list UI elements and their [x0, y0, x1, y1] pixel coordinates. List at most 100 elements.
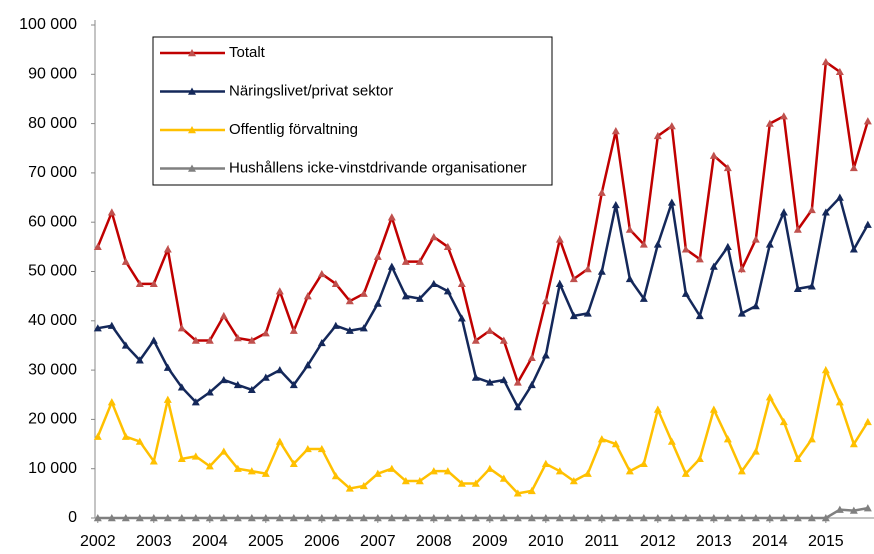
point-marker [555, 279, 564, 288]
point-marker [443, 467, 452, 475]
point-marker [485, 326, 494, 334]
legend-box [152, 36, 553, 186]
point-marker [569, 477, 578, 485]
y-tick-label: 100 000 [19, 16, 77, 33]
point-marker [639, 514, 648, 522]
point-marker [849, 440, 858, 448]
y-tick-label: 70 000 [28, 164, 77, 181]
point-marker [835, 67, 844, 76]
point-marker [499, 474, 508, 482]
point-marker [821, 366, 830, 374]
point-marker [737, 514, 746, 522]
point-marker [583, 469, 592, 477]
x-tick-label: 2010 [528, 533, 564, 550]
x-tick-label: 2011 [585, 533, 620, 550]
point-marker [275, 366, 284, 374]
point-marker [639, 459, 648, 467]
point-marker [723, 435, 732, 443]
point-marker [485, 514, 494, 522]
point-marker [177, 383, 186, 391]
point-marker [765, 393, 774, 401]
point-marker [485, 378, 494, 386]
point-marker [807, 282, 816, 290]
point-marker [177, 514, 186, 522]
y-tick-label: 60 000 [28, 213, 77, 230]
point-marker [331, 279, 340, 288]
point-marker [429, 279, 438, 288]
point-marker [443, 242, 452, 251]
point-marker [289, 514, 298, 522]
point-marker [527, 380, 536, 389]
point-marker [275, 514, 284, 522]
point-marker [583, 514, 592, 522]
legend: Totalt Näringslivet/privat sektor Offentli… [152, 36, 553, 186]
point-marker [345, 297, 354, 305]
point-marker [429, 232, 438, 241]
legend-marker [188, 49, 196, 57]
point-marker [163, 363, 172, 371]
point-marker [471, 514, 480, 522]
point-marker [331, 321, 340, 329]
point-marker [863, 117, 872, 125]
point-marker [317, 444, 326, 453]
point-marker [583, 309, 592, 317]
point-marker [331, 472, 340, 480]
point-marker [401, 292, 410, 300]
point-marker [275, 437, 284, 445]
point-marker [233, 334, 242, 342]
point-marker [821, 208, 830, 216]
point-marker [345, 514, 354, 522]
legend-label: Hushållens icke-vinstdrivande organisati… [229, 159, 527, 176]
point-marker [863, 504, 872, 512]
legend-label: Totalt [229, 44, 266, 61]
legend-marker [188, 87, 196, 95]
point-marker [499, 375, 508, 384]
point-marker [737, 265, 746, 273]
point-marker [779, 417, 788, 426]
point-marker [849, 245, 858, 253]
point-marker [695, 255, 704, 263]
x-tick-label: 2007 [360, 533, 396, 550]
point-marker [849, 163, 858, 172]
point-marker [653, 514, 662, 522]
point-marker [219, 311, 228, 320]
series-line [96, 59, 870, 386]
point-marker [149, 336, 158, 344]
point-marker [275, 287, 284, 295]
point-marker [779, 112, 788, 120]
point-marker [415, 257, 424, 265]
point-marker [807, 205, 816, 214]
point-marker [261, 329, 270, 337]
point-marker [359, 289, 368, 297]
point-marker [709, 405, 718, 413]
point-marker [387, 262, 396, 270]
point-marker [709, 262, 718, 270]
point-marker [261, 373, 270, 381]
point-marker [191, 514, 200, 522]
point-marker [597, 435, 606, 443]
point-marker [611, 440, 620, 448]
point-marker [751, 447, 760, 455]
point-marker [793, 454, 802, 463]
point-marker [667, 122, 676, 130]
point-marker [793, 225, 802, 233]
legend-marker [188, 164, 196, 172]
point-marker [457, 314, 466, 322]
point-marker [177, 454, 186, 463]
point-marker [415, 294, 424, 302]
x-tick-label: 2015 [808, 533, 844, 550]
point-marker [597, 514, 606, 522]
point-marker [681, 469, 690, 477]
point-marker [289, 326, 298, 334]
point-marker [317, 514, 326, 522]
point-marker [205, 388, 214, 396]
point-marker [107, 398, 116, 406]
point-marker [457, 279, 466, 288]
point-marker [541, 297, 550, 305]
y-tick-label: 80 000 [28, 115, 77, 132]
point-marker [765, 119, 774, 127]
point-marker [583, 265, 592, 273]
point-marker [93, 432, 102, 440]
point-marker [821, 57, 830, 66]
point-marker [289, 459, 298, 467]
